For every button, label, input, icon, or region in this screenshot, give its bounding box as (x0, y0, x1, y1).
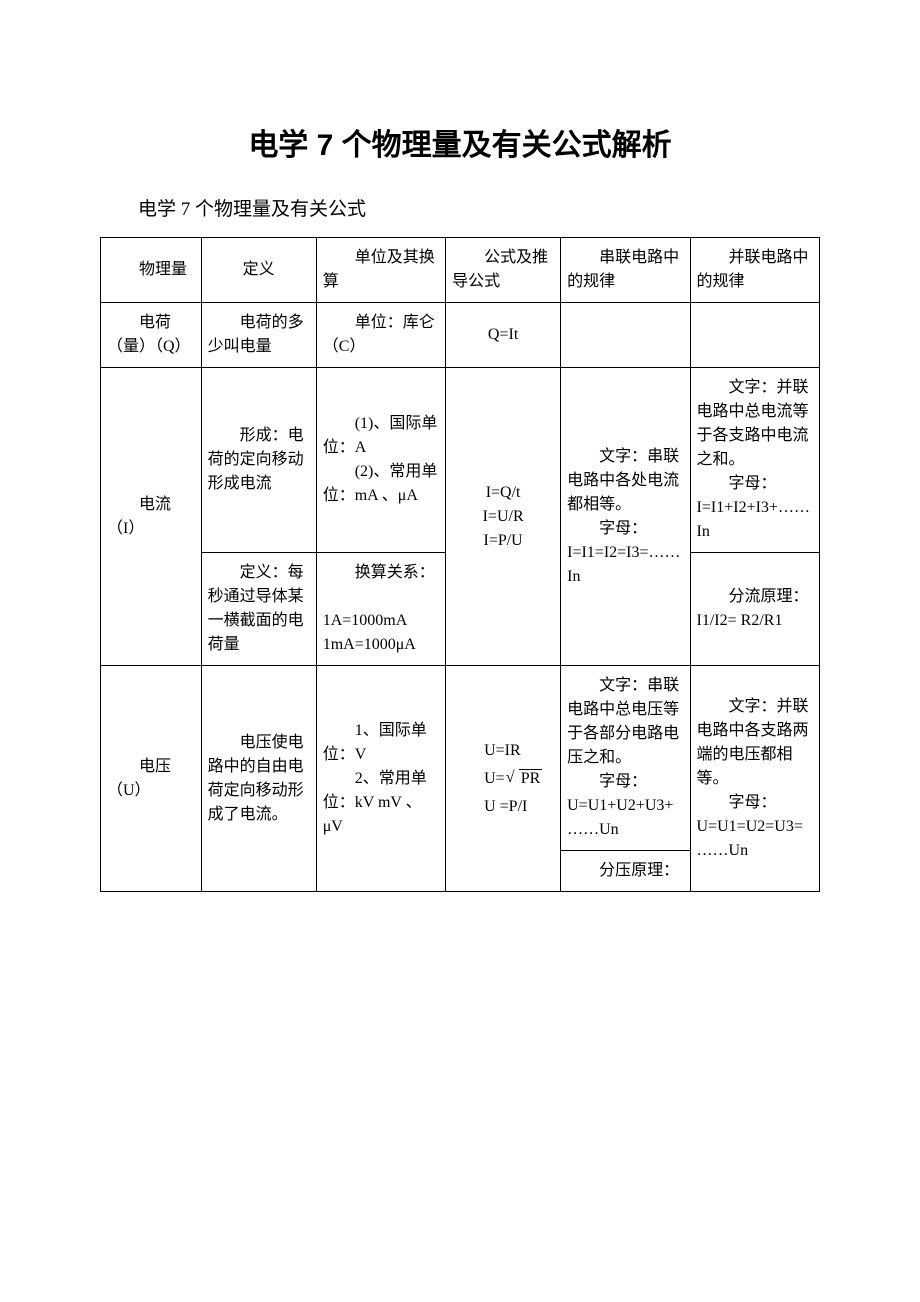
cell-series-voltage-b: 分压原理： (561, 851, 690, 892)
cell-parallel-current-a: 文字：并联电路中总电流等于各支路中电流之和。 字母：I=I1+I2+I3+……I… (690, 368, 819, 553)
physics-table: 物理量 定义 单位及其换算 公式及推导公式 串联电路中的规律 并联电路中的规律 … (100, 237, 820, 892)
table-row: 电压（U） 电压使电路中的自由电荷定向移动形成了电流。 1、国际单位：V 2、常… (101, 666, 820, 851)
cell-parallel-current-b: 分流原理：I1/I2= R2/R1 (690, 553, 819, 666)
formula-u-pi: U =P/I (452, 795, 554, 819)
cell-definition-current-def: 定义：每秒通过导体某一横截面的电荷量 (201, 553, 316, 666)
cell-definition-charge: 电荷的多少叫电量 (201, 303, 316, 368)
cell-quantity-charge: 电荷（量）（Q） (101, 303, 202, 368)
cell-quantity-voltage: 电压（U） (101, 666, 202, 892)
header-formula: 公式及推导公式 (446, 238, 561, 303)
header-quantity: 物理量 (101, 238, 202, 303)
table-header-row: 物理量 定义 单位及其换算 公式及推导公式 串联电路中的规律 并联电路中的规律 (101, 238, 820, 303)
cell-definition-current-form: 形成：电荷的定向移动形成电流 (201, 368, 316, 553)
cell-formula-current: I=Q/tI=U/RI=P/U (446, 368, 561, 666)
cell-formula-charge: Q=It (446, 303, 561, 368)
cell-unit-current-b: 换算关系： 1A=1000mA 1mA=1000μA (316, 553, 445, 666)
cell-series-charge (561, 303, 690, 368)
page-title: 电学 7 个物理量及有关公式解析 (100, 120, 820, 164)
cell-series-current: 文字：串联电路中各处电流都相等。 字母：I=I1=I2=I3=……In (561, 368, 690, 666)
header-series: 串联电路中的规律 (561, 238, 690, 303)
header-definition: 定义 (201, 238, 316, 303)
page-subtitle: 电学 7 个物理量及有关公式 (100, 194, 820, 221)
cell-unit-charge: 单位：库仑（C） (316, 303, 445, 368)
document-page: 电学 7 个物理量及有关公式解析 电学 7 个物理量及有关公式 物理量 定义 单… (0, 0, 920, 1302)
cell-parallel-voltage: 文字：并联电路中各支路两端的电压都相等。 字母：U=U1=U2=U3=……Un (690, 666, 819, 892)
cell-unit-voltage: 1、国际单位：V 2、常用单位：kV mV 、μV (316, 666, 445, 892)
cell-parallel-charge (690, 303, 819, 368)
cell-definition-voltage: 电压使电路中的自由电荷定向移动形成了电流。 (201, 666, 316, 892)
header-parallel: 并联电路中的规律 (690, 238, 819, 303)
cell-quantity-current: 电流（I） (101, 368, 202, 666)
cell-formula-voltage: U=IR U= PR U =P/I (446, 666, 561, 892)
table-row: 电荷（量）（Q） 电荷的多少叫电量 单位：库仑（C） Q=It (101, 303, 820, 368)
cell-unit-current-a: (1)、国际单位：A (2)、常用单位：mA 、μA (316, 368, 445, 553)
formula-u-ir: U=IR (452, 739, 554, 763)
formula-u-sqrt: U= PR (452, 767, 554, 791)
table-row: 电流（I） 形成：电荷的定向移动形成电流 (1)、国际单位：A (2)、常用单位… (101, 368, 820, 553)
header-unit: 单位及其换算 (316, 238, 445, 303)
sqrt-icon: PR (509, 767, 543, 791)
cell-series-voltage-a: 文字：串联电路中总电压等于各部分电路电压之和。 字母：U=U1+U2+U3+……… (561, 666, 690, 851)
